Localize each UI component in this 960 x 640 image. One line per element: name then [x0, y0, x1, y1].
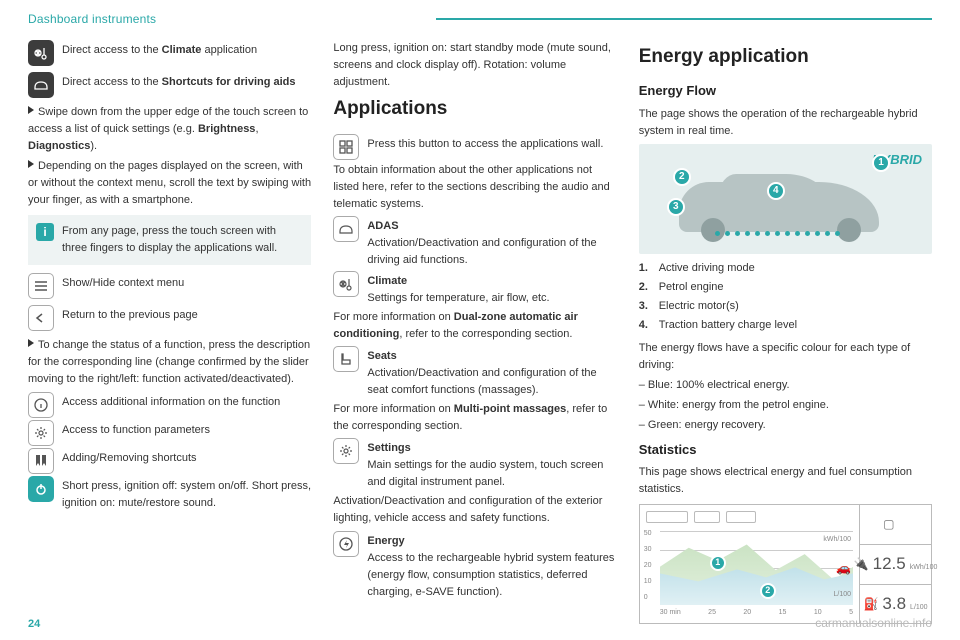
car-marker-icon: 🚗	[836, 559, 851, 578]
bookmark-icon	[28, 448, 54, 474]
long-press-para: Long press, ignition on: start standby m…	[333, 40, 616, 91]
energy-icon	[333, 531, 359, 557]
gear-text: Access to function parameters	[62, 420, 311, 439]
info-text: From any page, press the touch screen wi…	[62, 223, 303, 257]
apps-btn-text: Press this button to access the applicat…	[367, 134, 616, 153]
badge-1: 1	[872, 154, 890, 172]
flow-blue: – Blue: 100% electrical energy.	[639, 377, 932, 394]
chart-badge-1: 1	[710, 555, 726, 571]
adas-icon	[333, 216, 359, 242]
info2-icon	[28, 392, 54, 418]
fuel-icon: ⛽	[863, 595, 878, 614]
energy-app-heading: Energy application	[639, 42, 932, 71]
adas-title: ADAS	[367, 220, 398, 232]
scroll-para: Depending on the pages displayed on the …	[28, 158, 311, 209]
bookmark-text: Adding/Removing shortcuts	[62, 448, 311, 467]
legend-list: 1.Active driving mode 2.Petrol engine 3.…	[639, 260, 932, 334]
applications-heading: Applications	[333, 94, 616, 123]
climate-icon	[28, 40, 54, 66]
flow-white: – White: energy from the petrol engine.	[639, 397, 932, 414]
settings-more: Activation/Deactivation and configuratio…	[333, 493, 616, 527]
climate-title: Climate	[367, 275, 407, 287]
apps-para: To obtain information about the other ap…	[333, 162, 616, 213]
climate-more: For more information on Dual-zone automa…	[333, 309, 616, 343]
menu-text: Show/Hide context menu	[62, 273, 311, 292]
settings-body: Main settings for the audio system, touc…	[367, 459, 603, 488]
info-callout: i From any page, press the touch screen …	[28, 215, 311, 265]
page-number: 24	[28, 618, 40, 630]
climate-body: Settings for temperature, air flow, etc.	[367, 292, 549, 304]
statistics-heading: Statistics	[639, 440, 932, 460]
apps-icon	[333, 134, 359, 160]
shortcuts-text: Direct access to the Shortcuts for drivi…	[62, 72, 311, 91]
change-para: To change the status of a function, pres…	[28, 337, 311, 388]
chart-badge-2: 2	[760, 583, 776, 599]
stat-value-1: 12.5	[873, 551, 906, 577]
column-3: Energy application Energy Flow The page …	[639, 40, 932, 624]
climate-text: Direct access to the Climate application	[62, 40, 311, 59]
column-1: Direct access to the Climate application…	[28, 40, 311, 624]
gear-icon	[28, 420, 54, 446]
back-text: Return to the previous page	[62, 305, 311, 324]
back-icon	[28, 305, 54, 331]
page-header: Dashboard instruments	[28, 12, 932, 26]
seats-title: Seats	[367, 350, 396, 362]
info-icon: i	[36, 223, 54, 241]
watermark: carmanualsonline.info	[815, 616, 932, 630]
flow-para: The page shows the operation of the rech…	[639, 106, 932, 140]
badge-4: 4	[767, 182, 785, 200]
badge-2: 2	[673, 168, 691, 186]
car-icon	[28, 72, 54, 98]
seats-body: Activation/Deactivation and configuratio…	[367, 367, 596, 396]
hybrid-diagram: HYBRID 1 2 3 4	[639, 144, 932, 254]
header-title: Dashboard instruments	[28, 12, 156, 26]
energy-flow-heading: Energy Flow	[639, 81, 932, 101]
header-rule	[436, 18, 932, 20]
stats-para: This page shows electrical energy and fu…	[639, 464, 932, 498]
menu-icon	[28, 273, 54, 299]
settings-title: Settings	[367, 442, 410, 454]
stat-value-2: 3.8	[882, 591, 906, 617]
column-2: Long press, ignition on: start standby m…	[333, 40, 616, 624]
flow-colors-intro: The energy flows have a specific colour …	[639, 340, 932, 374]
badge-3: 3	[667, 198, 685, 216]
settings-icon	[333, 438, 359, 464]
seats-more: For more information on Multi-point mass…	[333, 401, 616, 435]
stats-diagram: 50 30 20 10 0 kWh/100 L/100 🚗 1 2 30 min…	[639, 504, 932, 624]
flow-green: – Green: energy recovery.	[639, 417, 932, 434]
climate2-icon	[333, 271, 359, 297]
seats-icon	[333, 346, 359, 372]
power-icon	[28, 476, 54, 502]
power-text: Short press, ignition off: system on/off…	[62, 476, 311, 512]
info2-text: Access additional information on the fun…	[62, 392, 311, 411]
adas-body: Activation/Deactivation and configuratio…	[367, 237, 596, 266]
swipe-para: Swipe down from the upper edge of the to…	[28, 104, 311, 155]
energy-body: Access to the rechargeable hybrid system…	[367, 552, 614, 598]
energy-title: Energy	[367, 535, 404, 547]
